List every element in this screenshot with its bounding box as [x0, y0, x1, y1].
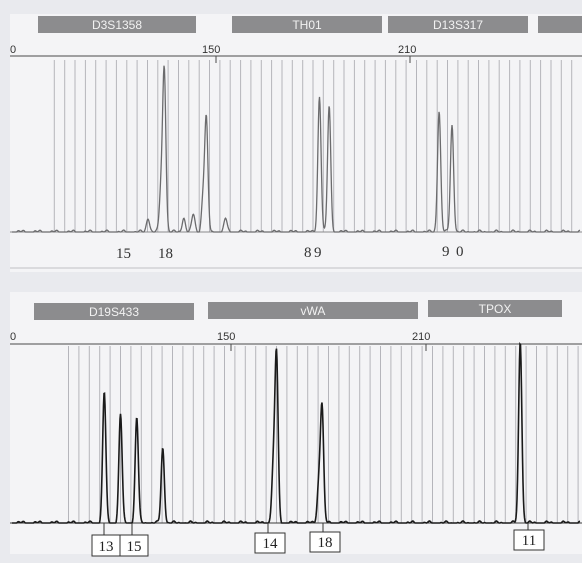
marker-label-vwa: vWA	[301, 304, 326, 318]
allele-label-18: 18	[158, 246, 173, 262]
top-panel-background	[10, 14, 582, 272]
marker-label-d13s317: D13S317	[433, 18, 483, 32]
marker-box-d13s317	[388, 16, 528, 33]
top-panel: D3S1358 TH01 D13S317 0 150 210 15 18 8 9…	[10, 14, 582, 272]
top-axis-tick-label-210: 210	[398, 44, 416, 56]
allele-box-18: 18	[309, 523, 341, 553]
allele-label-9: 9	[314, 245, 322, 261]
marker-box-th01	[232, 16, 382, 33]
allele-box-11-text: 11	[522, 533, 536, 549]
top-trace	[12, 65, 581, 233]
allele-box-18-text: 18	[318, 535, 333, 551]
marker-label-th01: TH01	[292, 18, 322, 32]
bottom-panel: D19S433 vWA TPOX 0 150 210 13 15 14	[10, 292, 582, 557]
allele-box-13-text: 13	[99, 539, 114, 555]
marker-box-tpox	[428, 300, 562, 317]
bottom-axis-tick-label-210: 210	[412, 331, 430, 343]
bottom-bin-lines	[68, 346, 579, 523]
allele-box-14: 14	[254, 523, 286, 554]
marker-box-vwa	[208, 302, 418, 319]
allele-label-8: 8	[304, 245, 312, 261]
allele-label-9b: 9	[442, 244, 450, 260]
marker-label-tpox: TPOX	[479, 302, 512, 316]
top-bin-lines	[53, 60, 573, 232]
allele-box-15: 15	[119, 523, 149, 557]
allele-box-11: 11	[513, 523, 545, 551]
allele-box-13: 13	[91, 523, 121, 557]
marker-box-d19s433	[34, 303, 194, 320]
bottom-axis-tick-label-0: 0	[10, 331, 16, 343]
bottom-axis-tick-label-150: 150	[217, 331, 235, 343]
allele-label-0: 0	[456, 244, 464, 260]
allele-box-14-text: 14	[263, 536, 279, 552]
top-axis-tick-label-150: 150	[202, 44, 220, 56]
allele-label-15: 15	[116, 246, 131, 262]
bottom-trace	[12, 341, 581, 524]
marker-box-partial	[538, 16, 582, 33]
marker-label-d3s1358: D3S1358	[92, 18, 142, 32]
allele-box-15-text: 15	[127, 539, 142, 555]
marker-box-d3s1358	[38, 16, 196, 33]
top-axis-tick-label-0: 0	[10, 44, 16, 56]
marker-label-d19s433: D19S433	[89, 305, 139, 319]
bottom-panel-background	[10, 292, 582, 554]
